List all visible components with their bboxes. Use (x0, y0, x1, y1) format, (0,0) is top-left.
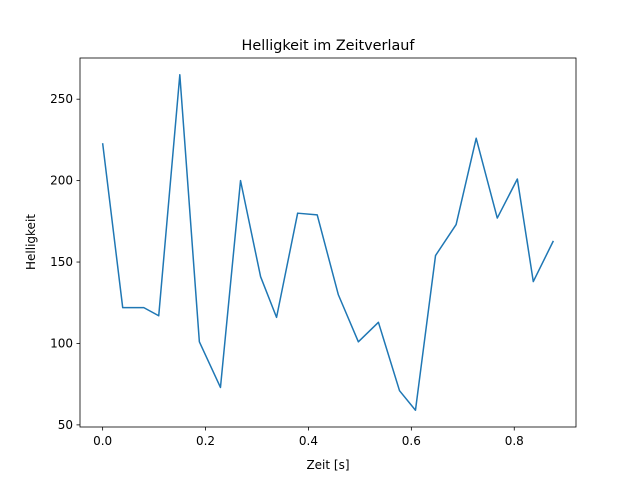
axes-frame (80, 58, 576, 427)
x-tick-label: 0.4 (299, 434, 318, 448)
x-tick-label: 0.6 (402, 434, 421, 448)
y-tick-label: 150 (50, 255, 73, 269)
x-axis-label: Zeit [s] (306, 458, 349, 472)
y-tick-label: 100 (50, 336, 73, 350)
y-axis-label: Helligkeit (24, 214, 38, 270)
chart-title: Helligkeit im Zeitverlauf (242, 38, 416, 54)
series-line-helligkeit (103, 75, 554, 410)
y-tick-label: 50 (58, 418, 73, 432)
y-tick-label: 200 (50, 174, 73, 188)
y-tick-label: 250 (50, 92, 73, 106)
x-tick-label: 0.2 (196, 434, 215, 448)
x-tick-label: 0.8 (505, 434, 524, 448)
x-tick-label: 0.0 (93, 434, 112, 448)
